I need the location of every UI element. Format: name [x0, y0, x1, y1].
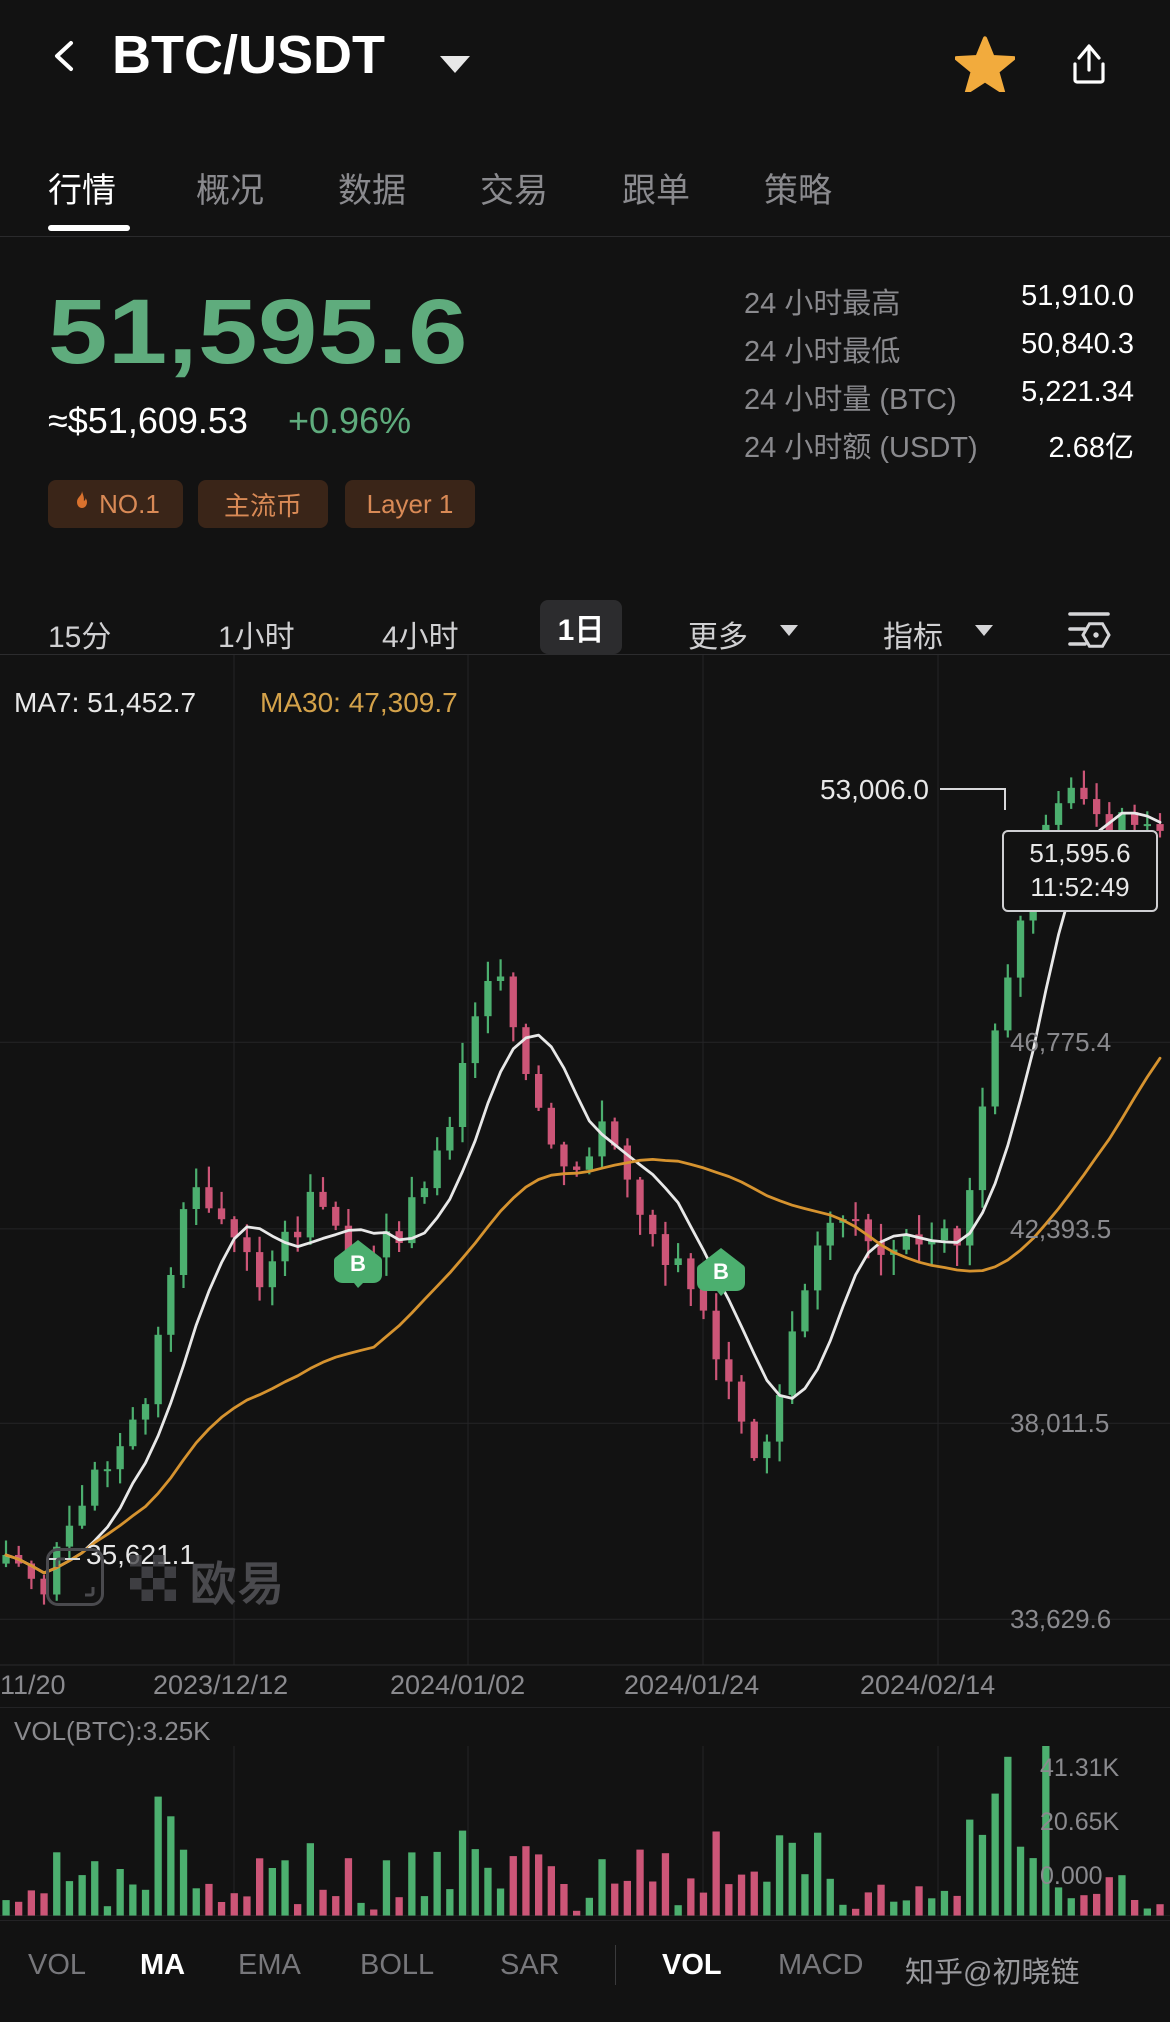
svg-text:B: B — [350, 1251, 366, 1276]
svg-text:B: B — [713, 1259, 729, 1284]
